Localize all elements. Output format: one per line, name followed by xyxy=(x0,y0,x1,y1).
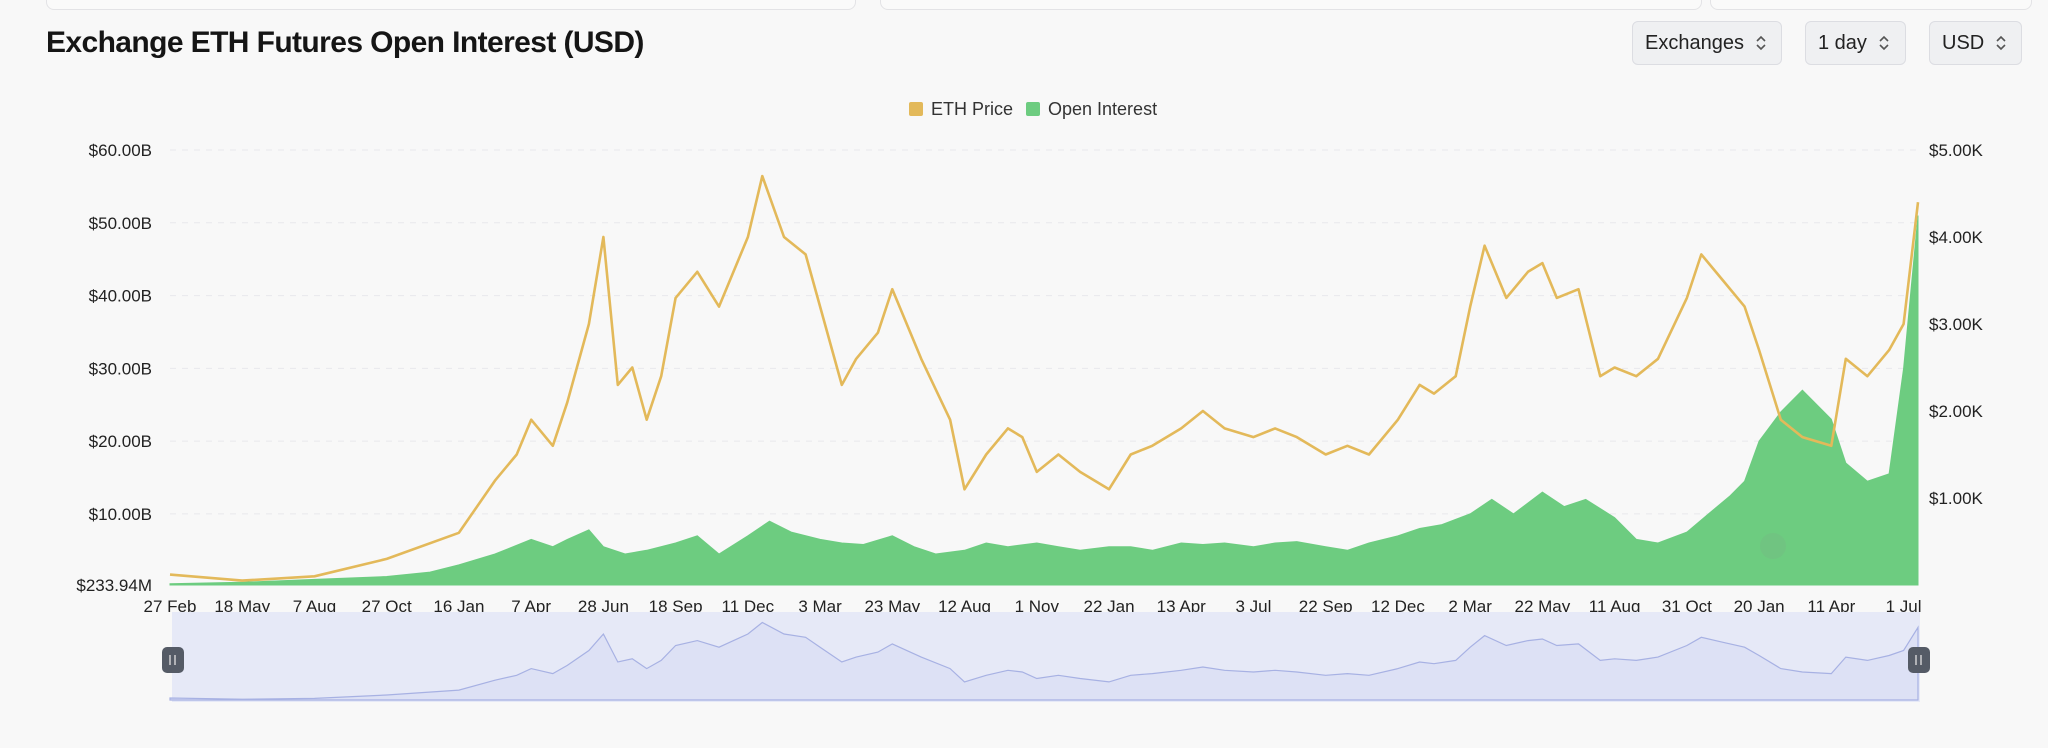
x-tick-label: 11 Dec xyxy=(722,597,775,616)
y-left-tick-label: $20.00B xyxy=(89,432,152,451)
x-tick-label: 12 Dec xyxy=(1371,597,1425,616)
series-line-eth-price xyxy=(169,174,1920,582)
exchanges-select-label: Exchanges xyxy=(1645,31,1744,54)
legend-swatch-open-interest xyxy=(1026,102,1040,116)
coinglass-watermark xyxy=(1760,533,1786,559)
x-tick-label: 7 Aug xyxy=(293,597,337,616)
interval-select[interactable]: 1 day xyxy=(1805,21,1906,65)
x-tick-label: 1 Jul xyxy=(1886,597,1922,616)
x-tick-label: 27 Oct xyxy=(362,597,412,616)
x-tick-label: 22 Jan xyxy=(1083,597,1134,616)
series-area-open-interest xyxy=(169,215,1919,586)
x-tick-label: 18 Sep xyxy=(649,597,703,616)
range-navigator[interactable] xyxy=(162,612,1930,702)
x-tick-label: 28 Jun xyxy=(578,597,629,616)
chevron-up-down-icon xyxy=(1879,35,1889,51)
legend-label-open-interest[interactable]: Open Interest xyxy=(1048,99,1157,119)
x-tick-label: 12 Aug xyxy=(938,597,991,616)
x-tick-label: 23 May xyxy=(864,597,920,616)
y-right-tick-label: $1.00K xyxy=(1929,489,1984,508)
y-left-tick-label: $50.00B xyxy=(89,214,152,233)
x-tick-label: 20 Jan xyxy=(1734,597,1785,616)
legend-swatch-price xyxy=(909,102,923,116)
x-tick-label: 11 Apr xyxy=(1807,597,1855,616)
y-left-tick-label: $10.00B xyxy=(89,505,152,524)
x-tick-label: 11 Aug xyxy=(1589,597,1641,616)
navigator-left-handle[interactable] xyxy=(162,647,184,673)
page-title: Exchange ETH Futures Open Interest (USD) xyxy=(46,26,644,59)
navigator-area xyxy=(169,621,1919,701)
x-tick-label: 3 Mar xyxy=(798,597,842,616)
exchanges-select[interactable]: Exchanges xyxy=(1632,21,1782,65)
currency-select-label: USD xyxy=(1942,31,1985,54)
y-left-tick-label: $233.94M xyxy=(76,576,152,595)
x-tick-label: 22 May xyxy=(1515,597,1571,616)
x-tick-label: 7 Apr xyxy=(511,597,551,616)
interval-select-label: 1 day xyxy=(1818,31,1867,54)
chevron-up-down-icon xyxy=(1996,35,2006,51)
x-tick-label: 2 Mar xyxy=(1448,597,1492,616)
y-right-tick-label: $2.00K xyxy=(1929,402,1984,421)
y-left-tick-label: $40.00B xyxy=(89,287,152,306)
chart-legend: ETH Price Open Interest xyxy=(909,99,1157,119)
y-left-tick-label: $30.00B xyxy=(89,359,152,378)
x-tick-label: 18 May xyxy=(214,597,270,616)
x-tick-label: 31 Oct xyxy=(1662,597,1712,616)
x-tick-label: 1 Nov xyxy=(1015,597,1060,616)
x-tick-label: 27 Feb xyxy=(144,597,197,616)
currency-select[interactable]: USD xyxy=(1929,21,2022,65)
x-tick-label: 13 Apr xyxy=(1157,597,1206,616)
y-right-tick-label: $3.00K xyxy=(1929,315,1984,334)
x-tick-label: 16 Jan xyxy=(433,597,484,616)
x-tick-label: 3 Jul xyxy=(1236,597,1272,616)
x-tick-label: 22 Sep xyxy=(1299,597,1353,616)
y-right-tick-label: $5.00K xyxy=(1929,141,1984,160)
chevron-up-down-icon xyxy=(1756,35,1766,51)
y-left-tick-label: $60.00B xyxy=(89,141,152,160)
navigator-right-handle[interactable] xyxy=(1908,647,1930,673)
y-right-tick-label: $4.00K xyxy=(1929,228,1984,247)
legend-label-price[interactable]: ETH Price xyxy=(931,99,1013,119)
